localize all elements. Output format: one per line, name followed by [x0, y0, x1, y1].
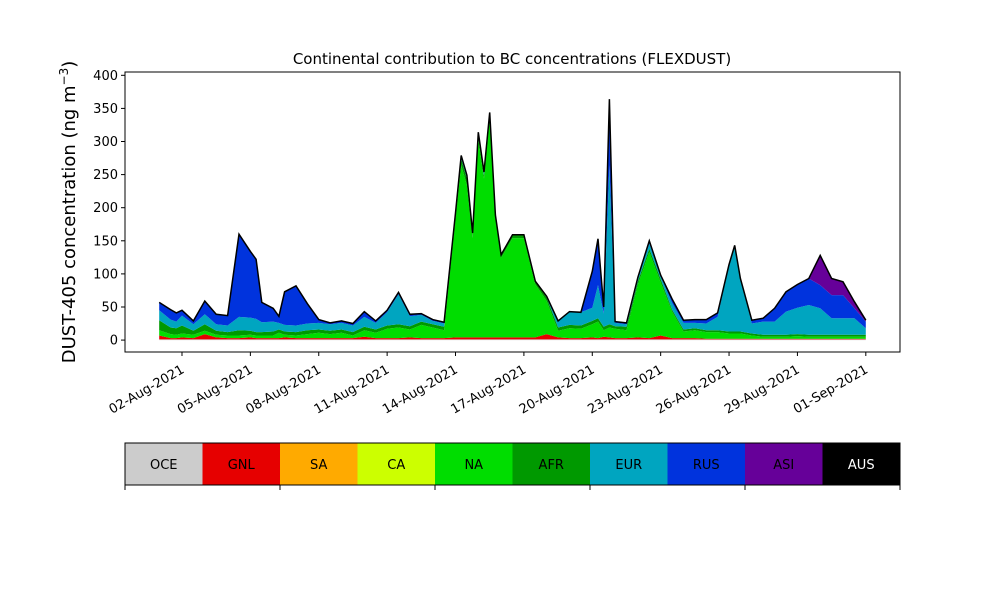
legend-swatch-afr [512, 443, 591, 485]
legend-swatch-sa [280, 443, 358, 485]
legend-label-na: NA [464, 458, 483, 473]
y-axis-label-exponent: −3 [57, 68, 71, 86]
x-tick-label: 17-Aug-2021 [449, 362, 529, 417]
legend-label-aus: AUS [848, 458, 875, 473]
series-area-gnl [159, 334, 866, 340]
y-tick-label: 200 [93, 201, 118, 216]
legend-swatch-gnl [202, 443, 281, 485]
y-tick-label: 300 [93, 135, 118, 150]
legend-label-afr: AFR [539, 458, 564, 473]
legend-swatch-ca [357, 443, 436, 485]
series-area-oce [159, 339, 866, 341]
x-tick-label: 23-Aug-2021 [585, 362, 665, 417]
x-tick-label: 26-Aug-2021 [654, 362, 734, 417]
x-tick-label: 20-Aug-2021 [517, 362, 597, 417]
x-tick-label: 14-Aug-2021 [380, 362, 460, 417]
series-area-eur [159, 112, 866, 335]
x-tick-label: 08-Aug-2021 [243, 362, 323, 417]
series-area-na [159, 119, 866, 339]
x-tick-label: 11-Aug-2021 [312, 362, 392, 417]
legend-label-gnl: GNL [228, 458, 256, 473]
legend-label-rus: RUS [693, 458, 720, 473]
y-tick-label: 150 [93, 234, 118, 249]
x-tick-label: 05-Aug-2021 [175, 362, 255, 417]
total-line [158, 99, 867, 325]
x-tick-label: 01-Sep-2021 [791, 362, 871, 417]
legend-label-sa: SA [310, 458, 327, 473]
legend-frame [124, 442, 901, 486]
x-tick-label: 02-Aug-2021 [107, 362, 187, 417]
plot-frame [124, 71, 901, 353]
y-axis-label-main: DUST-405 concentration (ng m [59, 85, 80, 363]
y-tick-label: 100 [93, 267, 118, 282]
legend-label-asi: ASI [773, 458, 794, 473]
legend-colorbar: OCE GNL SA CA NA AFR EUR RUS ASI AUS [124, 442, 901, 490]
y-axis: 0 50 100 150 200 250 300 350 400 [93, 69, 125, 349]
legend-swatch-asi [745, 443, 823, 485]
legend-swatch-rus [667, 443, 746, 485]
y-tick-label: 350 [93, 102, 118, 117]
plot-area [158, 99, 867, 341]
y-tick-label: 250 [93, 168, 118, 183]
y-axis-label-close: ) [59, 61, 80, 68]
legend-label-eur: EUR [615, 458, 642, 473]
legend-swatch-eur [590, 443, 668, 485]
legend-label-ca: CA [387, 458, 405, 473]
series-area-rus [159, 99, 866, 329]
legend-label-oce: OCE [150, 458, 178, 473]
y-axis-label: DUST-405 concentration (ng m−3) [57, 61, 80, 364]
x-axis: 02-Aug-202105-Aug-202108-Aug-202111-Aug-… [107, 352, 871, 418]
y-tick-label: 400 [93, 69, 118, 84]
x-tick-label: 29-Aug-2021 [722, 362, 802, 417]
legend-swatch-aus [822, 443, 901, 485]
legend-swatch-oce [125, 443, 203, 485]
chart-title: Continental contribution to BC concentra… [293, 50, 731, 68]
y-tick-label: 0 [110, 334, 118, 349]
y-tick-label: 50 [101, 300, 118, 315]
legend-swatch-na [435, 443, 513, 485]
